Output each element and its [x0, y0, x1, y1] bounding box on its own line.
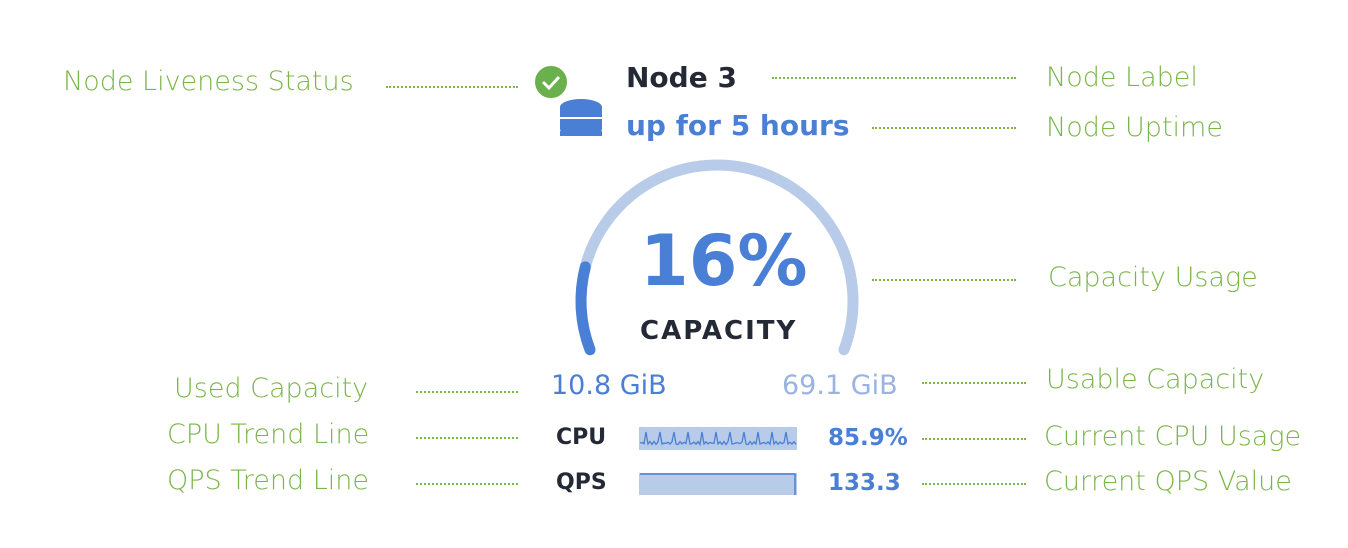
- capacity-gauge: [575, 159, 859, 356]
- annotation-used-capacity: Used Capacity: [174, 373, 369, 404]
- annotation-cpu-current: Current CPU Usage: [1044, 421, 1302, 452]
- node-label: Node 3: [626, 61, 737, 94]
- capacity-label: CAPACITY: [640, 316, 798, 346]
- annotation-capacity-usage: Capacity Usage: [1048, 262, 1258, 293]
- annotation-usable-capacity: Usable Capacity: [1046, 364, 1265, 395]
- leader-line: [772, 77, 1016, 79]
- database-icon: [560, 99, 602, 136]
- leader-line: [386, 86, 518, 88]
- cpu-value: 85.9%: [828, 425, 908, 451]
- cpu-label: CPU: [556, 425, 607, 450]
- annotation-label: Node Label: [1046, 62, 1198, 93]
- annotation-qps-current: Current QPS Value: [1044, 466, 1292, 497]
- annotation-liveness: Node Liveness Status: [63, 66, 354, 97]
- qps-value: 133.3: [828, 470, 901, 496]
- leader-line: [922, 382, 1026, 384]
- qps-label: QPS: [556, 470, 607, 495]
- leader-line: [922, 483, 1026, 485]
- leader-line: [416, 391, 518, 393]
- cpu-sparkline: [639, 427, 797, 450]
- node-uptime: up for 5 hours: [626, 109, 850, 142]
- gauge-fill: [575, 261, 596, 356]
- annotation-uptime: Node Uptime: [1046, 112, 1223, 143]
- annotation-cpu-trend: CPU Trend Line: [167, 419, 370, 450]
- used-capacity: 10.8 GiB: [551, 370, 667, 401]
- usable-capacity: 69.1 GiB: [782, 370, 898, 401]
- leader-line: [416, 483, 518, 485]
- capacity-percent: 16%: [640, 220, 808, 302]
- leader-line: [922, 438, 1026, 440]
- leader-line: [416, 437, 518, 439]
- check-circle-icon: [533, 64, 569, 100]
- node-icon: [533, 64, 602, 136]
- leader-line: [872, 127, 1016, 129]
- annotation-qps-trend: QPS Trend Line: [167, 465, 369, 496]
- qps-sparkline: [639, 473, 797, 495]
- leader-line: [872, 279, 1016, 281]
